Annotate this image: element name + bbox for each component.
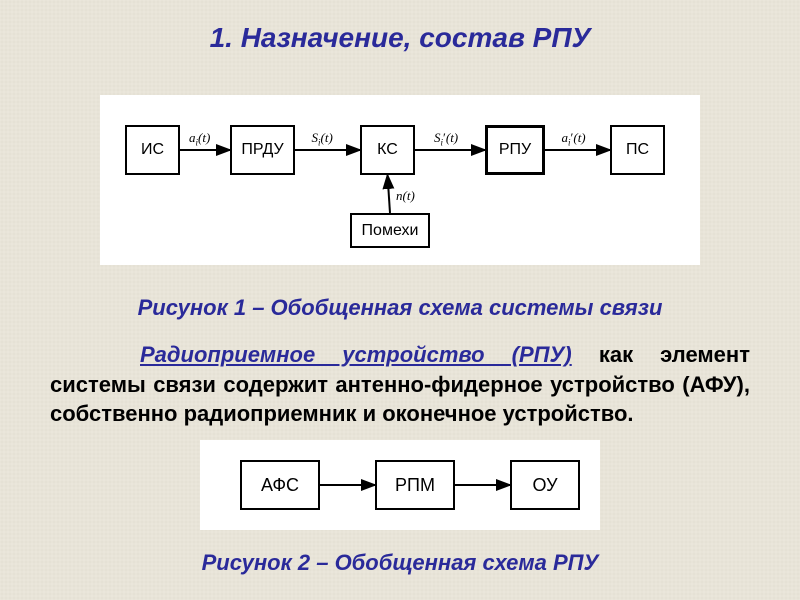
edge-label-rpu-ps: ai′(t) xyxy=(562,130,586,148)
edge-label-prdu-ks: Si(t) xyxy=(312,130,333,148)
node-prdu: ПРДУ xyxy=(230,125,295,175)
node-afs: АФС xyxy=(240,460,320,510)
node-ou: ОУ xyxy=(510,460,580,510)
edge-label-ks-rpu: Si′(t) xyxy=(434,130,458,148)
figure-2-caption: Рисунок 2 – Обобщенная схема РПУ xyxy=(0,550,800,576)
body-paragraph: Радиоприемное устройство (РПУ) как элеме… xyxy=(50,340,750,429)
node-ks: КС xyxy=(360,125,415,175)
rpu-link[interactable]: Радиоприемное устройство (РПУ) xyxy=(140,342,572,367)
diagram-1: ИС ПРДУ КС РПУ ПС Помехи ai(t) Si(t) Si′(t) ai′(t… xyxy=(100,95,700,265)
edge-label-is-prdu: ai(t) xyxy=(189,130,210,148)
node-is: ИС xyxy=(125,125,180,175)
page-title: 1. Назначение, состав РПУ xyxy=(0,22,800,54)
figure-1-caption: Рисунок 1 – Обобщенная схема системы свя… xyxy=(0,295,800,321)
node-pomehi: Помехи xyxy=(350,213,430,248)
node-ps: ПС xyxy=(610,125,665,175)
node-rpu: РПУ xyxy=(485,125,545,175)
node-rpm: РПМ xyxy=(375,460,455,510)
diagram-2: АФС РПМ ОУ xyxy=(200,440,600,530)
edge-label-pomehi-ks: n(t) xyxy=(396,188,415,204)
